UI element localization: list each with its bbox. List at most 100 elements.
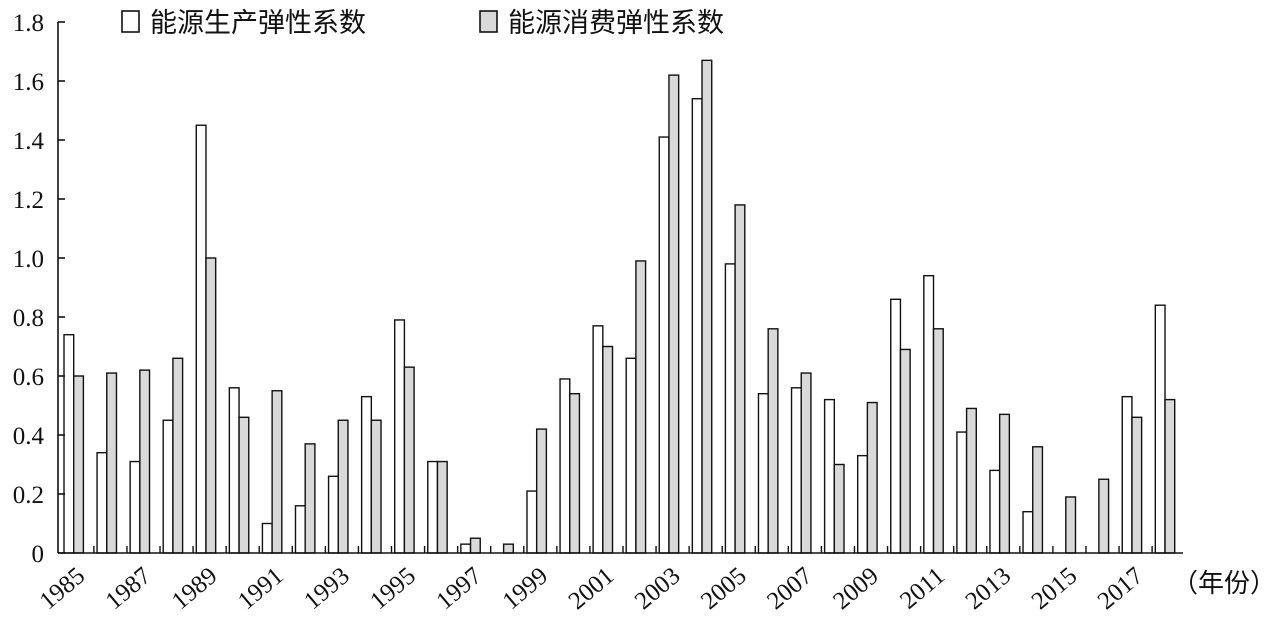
bar-production-1993: [327, 475, 339, 554]
x-tick-label: 2005: [696, 562, 752, 615]
axes-layer: [57, 22, 1183, 554]
bar-consumption-1993: [337, 419, 349, 554]
bars-layer: [63, 59, 1176, 554]
x-tick-label: 2001: [564, 562, 620, 615]
bar-consumption-1999: [535, 428, 548, 554]
bar-consumption-1996: [436, 460, 448, 554]
x-ticks-layer: 1985 1987 1989 1991 1993 1995 1997 1999 2001 2003…: [35, 546, 1153, 615]
bar-production-2003: [658, 136, 670, 554]
y-tick-label: 1.2: [13, 187, 44, 214]
bar-production-2012: [956, 431, 968, 554]
legend-label-production: 能源生产弹性系数: [150, 8, 366, 39]
bar-consumption-2007: [800, 372, 812, 554]
x-tick-label: 1997: [431, 562, 487, 615]
x-tick-label: 1987: [101, 562, 157, 615]
bar-consumption-2015: [1065, 496, 1077, 554]
bar-consumption-2011: [932, 328, 944, 554]
x-tick-label: 1991: [233, 562, 289, 615]
bar-production-1985: [63, 334, 75, 554]
x-tick-label: 2017: [1093, 562, 1149, 615]
bar-production-1991: [261, 522, 273, 554]
bar-consumption-2018: [1164, 398, 1176, 554]
x-tick-label: 2003: [630, 562, 686, 615]
bar-production-2010: [890, 298, 902, 554]
bar-production-2011: [923, 275, 935, 554]
bar-consumption-1988: [172, 357, 184, 554]
bar-consumption-2012: [965, 407, 977, 554]
bar-consumption-2003: [668, 74, 680, 554]
bar-consumption-1994: [370, 419, 382, 554]
x-tick-label: 1989: [167, 562, 223, 615]
bar-consumption-1987: [139, 369, 151, 554]
x-axis-unit-label: （年份）: [1172, 569, 1276, 599]
x-tick-label: 1995: [365, 562, 421, 615]
bar-production-2018: [1154, 304, 1166, 554]
y-tick-label: 0: [32, 541, 45, 568]
bar-production-1996: [427, 460, 439, 554]
bar-production-1987: [129, 460, 141, 554]
legend-label-consumption: 能源消费弹性系数: [508, 8, 724, 39]
bar-production-2007: [790, 387, 802, 554]
bar-production-2008: [823, 398, 836, 554]
bar-production-2005: [724, 263, 736, 554]
y-tick-label: 0.4: [13, 423, 45, 450]
bar-consumption-2016: [1098, 478, 1110, 554]
bar-consumption-2014: [1032, 446, 1044, 554]
x-tick-label: 1985: [35, 562, 91, 615]
bar-consumption-1997: [469, 537, 481, 554]
bar-consumption-1985: [72, 375, 85, 554]
y-ticks-layer: 0 0.2 0.4 0.6 0.8 1.0 1.2 1.4 1.6 1.8: [13, 10, 65, 568]
bar-production-1999: [526, 490, 538, 554]
x-tick-label: 2015: [1027, 562, 1083, 615]
bar-production-2001: [592, 325, 604, 554]
bar-consumption-1995: [403, 366, 415, 554]
x-tick-label: 2011: [895, 562, 950, 614]
y-tick-label: 0.8: [13, 305, 44, 332]
bar-consumption-1989: [205, 257, 217, 554]
y-tick-label: 1.6: [13, 69, 44, 96]
y-tick-label: 1.4: [13, 128, 45, 155]
bar-consumption-1990: [238, 416, 250, 554]
bar-consumption-1986: [106, 372, 118, 554]
y-tick-label: 1.0: [13, 246, 44, 273]
x-tick-label: 2007: [762, 562, 818, 615]
bar-production-2002: [625, 357, 637, 554]
bar-consumption-2017: [1131, 416, 1143, 554]
bar-production-1992: [294, 505, 306, 554]
legend: 能源生产弹性系数 能源消费弹性系数: [121, 8, 724, 39]
bar-consumption-2009: [866, 401, 878, 554]
x-tick-label: 2009: [828, 562, 884, 615]
bar-consumption-1998: [502, 543, 515, 554]
bar-production-2009: [856, 454, 869, 554]
bar-consumption-2002: [635, 260, 647, 554]
bar-production-2004: [691, 97, 703, 554]
bar-consumption-1991: [271, 390, 283, 554]
bar-consumption-2010: [899, 348, 911, 554]
bar-consumption-2004: [701, 59, 713, 554]
bar-consumption-2001: [602, 345, 614, 554]
x-tick-label: 1993: [299, 562, 355, 615]
bar-production-1989: [195, 124, 207, 554]
bar-production-2013: [989, 469, 1001, 554]
legend-swatch-production: [121, 10, 140, 33]
bar-consumption-2008: [833, 463, 845, 554]
bar-production-2017: [1121, 395, 1133, 554]
bar-production-1986: [96, 452, 108, 554]
bar-production-1997: [460, 543, 472, 554]
y-tick-label: 0.2: [13, 482, 44, 509]
bar-production-1995: [394, 319, 406, 554]
bar-production-1994: [360, 395, 373, 554]
bar-consumption-2013: [998, 413, 1011, 554]
bar-production-2006: [757, 393, 769, 554]
y-tick-label: 0.6: [13, 364, 44, 391]
x-tick-label: 1999: [498, 562, 554, 615]
bar-consumption-2000: [569, 393, 581, 554]
x-tick-label: 2013: [961, 562, 1017, 615]
y-tick-label: 1.8: [13, 10, 44, 37]
bar-consumption-1992: [304, 443, 316, 554]
bar-consumption-2006: [767, 328, 779, 554]
bar-production-1988: [162, 419, 174, 554]
bar-production-2014: [1022, 511, 1034, 554]
bar-production-2000: [559, 378, 571, 554]
